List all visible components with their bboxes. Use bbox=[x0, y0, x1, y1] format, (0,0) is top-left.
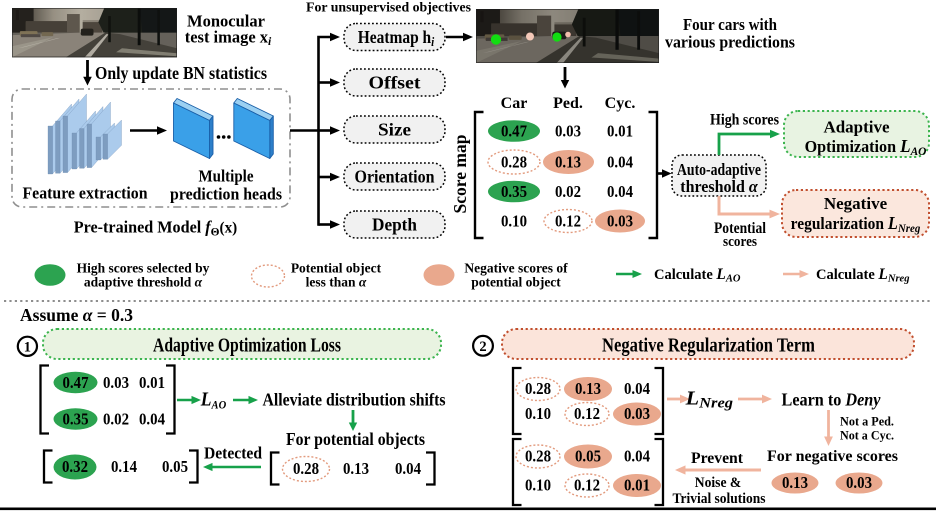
svg-text:Calculate LAO: Calculate LAO bbox=[654, 266, 741, 285]
svg-text:2: 2 bbox=[479, 339, 486, 355]
svg-text:Monocular: Monocular bbox=[187, 12, 265, 31]
svg-text:Not a Cyc.: Not a Cyc. bbox=[840, 428, 894, 443]
svg-text:LNreg: LNreg bbox=[685, 386, 733, 411]
svg-text:LAO: LAO bbox=[200, 389, 226, 412]
svg-text:0.05: 0.05 bbox=[162, 457, 188, 476]
svg-text:0.12: 0.12 bbox=[555, 212, 581, 231]
svg-text:Negative: Negative bbox=[824, 194, 888, 213]
svg-text:0.04: 0.04 bbox=[607, 153, 633, 172]
svg-text:0.04: 0.04 bbox=[395, 459, 421, 478]
svg-text:0.13: 0.13 bbox=[575, 379, 601, 398]
svg-text:For potential objects: For potential objects bbox=[286, 429, 425, 449]
svg-text:High scores: High scores bbox=[710, 112, 779, 129]
svg-text:prediction heads: prediction heads bbox=[170, 185, 282, 204]
svg-text:0.01: 0.01 bbox=[139, 373, 165, 392]
svg-text:0.02: 0.02 bbox=[103, 410, 129, 429]
svg-text:Ped.: Ped. bbox=[553, 95, 583, 112]
svg-text:0.28: 0.28 bbox=[525, 379, 551, 398]
svg-text:Learn to Deny: Learn to Deny bbox=[782, 390, 881, 410]
svg-text:Alleviate distribution shifts: Alleviate distribution shifts bbox=[263, 390, 446, 410]
svg-text:0.14: 0.14 bbox=[111, 457, 137, 476]
svg-text:1: 1 bbox=[24, 339, 31, 355]
svg-text:0.02: 0.02 bbox=[555, 182, 581, 201]
svg-text:0.35: 0.35 bbox=[501, 182, 527, 201]
svg-text:0.01: 0.01 bbox=[624, 476, 650, 495]
svg-text:Orientation: Orientation bbox=[355, 167, 435, 187]
svg-text:Offset: Offset bbox=[369, 73, 421, 93]
svg-text:Potential: Potential bbox=[714, 220, 766, 237]
svg-text:Optimization LAO: Optimization LAO bbox=[805, 136, 927, 158]
svg-text:Calculate LNreg: Calculate LNreg bbox=[816, 266, 909, 285]
svg-text:0.10: 0.10 bbox=[525, 404, 551, 423]
svg-text:0.03: 0.03 bbox=[846, 473, 872, 492]
svg-text:0.04: 0.04 bbox=[624, 379, 650, 398]
svg-text:0.28: 0.28 bbox=[293, 459, 319, 478]
svg-text:adaptive threshold α: adaptive threshold α bbox=[84, 275, 203, 290]
svg-text:regularization LNreg: regularization LNreg bbox=[791, 213, 921, 235]
svg-text:0.12: 0.12 bbox=[574, 404, 600, 423]
svg-text:0.12: 0.12 bbox=[574, 476, 600, 495]
svg-text:test image xi: test image xi bbox=[185, 27, 272, 48]
svg-text:Auto-adaptive: Auto-adaptive bbox=[677, 160, 761, 179]
svg-text:0.04: 0.04 bbox=[624, 447, 650, 466]
svg-text:scores: scores bbox=[723, 234, 757, 250]
svg-text:0.13: 0.13 bbox=[782, 473, 808, 492]
svg-text:0.28: 0.28 bbox=[525, 447, 551, 466]
svg-text:0.10: 0.10 bbox=[525, 476, 551, 495]
svg-text:potential object: potential object bbox=[471, 275, 561, 290]
svg-text:Score map: Score map bbox=[450, 134, 470, 213]
svg-text:For unsupervised objectives: For unsupervised objectives bbox=[306, 0, 471, 15]
svg-text:Detected: Detected bbox=[204, 444, 262, 463]
svg-text:Trivial solutions: Trivial solutions bbox=[673, 491, 766, 507]
svg-text:Adaptive Optimization Loss: Adaptive Optimization Loss bbox=[153, 335, 341, 357]
svg-text:0.03: 0.03 bbox=[103, 373, 129, 392]
svg-text:Only update BN statistics: Only update BN statistics bbox=[95, 63, 267, 83]
svg-text:0.13: 0.13 bbox=[555, 153, 581, 172]
svg-text:Adaptive: Adaptive bbox=[823, 118, 890, 137]
svg-text:High scores selected by: High scores selected by bbox=[77, 261, 210, 276]
svg-text:Prevent: Prevent bbox=[691, 450, 744, 467]
svg-text:0.04: 0.04 bbox=[139, 410, 165, 429]
svg-text:Depth: Depth bbox=[372, 215, 417, 235]
svg-text:Feature extraction: Feature extraction bbox=[23, 184, 149, 203]
svg-text:Four cars with: Four cars with bbox=[683, 15, 777, 34]
svg-text:Negative Regularization Term: Negative Regularization Term bbox=[602, 335, 815, 357]
svg-text:Assume α = 0.3: Assume α = 0.3 bbox=[20, 305, 133, 325]
svg-text:0.03: 0.03 bbox=[624, 404, 650, 423]
svg-text:For negative scores: For negative scores bbox=[767, 448, 898, 465]
svg-text:0.03: 0.03 bbox=[555, 122, 581, 141]
svg-text:0.10: 0.10 bbox=[501, 212, 527, 231]
svg-text:threshold α: threshold α bbox=[680, 178, 758, 196]
svg-text:0.05: 0.05 bbox=[575, 447, 601, 466]
svg-text:Potential object: Potential object bbox=[291, 261, 382, 276]
svg-text:0.01: 0.01 bbox=[607, 122, 633, 141]
svg-text:0.47: 0.47 bbox=[501, 122, 527, 141]
svg-text:Negative scores of: Negative scores of bbox=[464, 261, 568, 276]
svg-text:Cyc.: Cyc. bbox=[605, 95, 636, 112]
svg-text:Car: Car bbox=[501, 95, 528, 112]
svg-text:0.32: 0.32 bbox=[62, 457, 88, 476]
svg-text:Pre-trained Model fΘ(x): Pre-trained Model fΘ(x) bbox=[74, 217, 238, 238]
svg-text:various predictions: various predictions bbox=[665, 33, 795, 52]
svg-text:Noise &: Noise & bbox=[695, 475, 742, 491]
svg-text:0.35: 0.35 bbox=[63, 410, 89, 429]
svg-text:Size: Size bbox=[378, 120, 411, 140]
svg-text:0.13: 0.13 bbox=[343, 459, 369, 478]
svg-text:0.28: 0.28 bbox=[501, 153, 527, 172]
svg-text:Heatmap hi: Heatmap hi bbox=[358, 27, 435, 49]
svg-text:Multiple: Multiple bbox=[199, 167, 254, 186]
svg-text:Not a Ped.: Not a Ped. bbox=[840, 414, 894, 429]
svg-text:0.04: 0.04 bbox=[607, 182, 633, 201]
svg-text:0.03: 0.03 bbox=[607, 212, 633, 231]
svg-text:0.47: 0.47 bbox=[63, 373, 89, 392]
svg-text:less than α: less than α bbox=[306, 275, 367, 290]
